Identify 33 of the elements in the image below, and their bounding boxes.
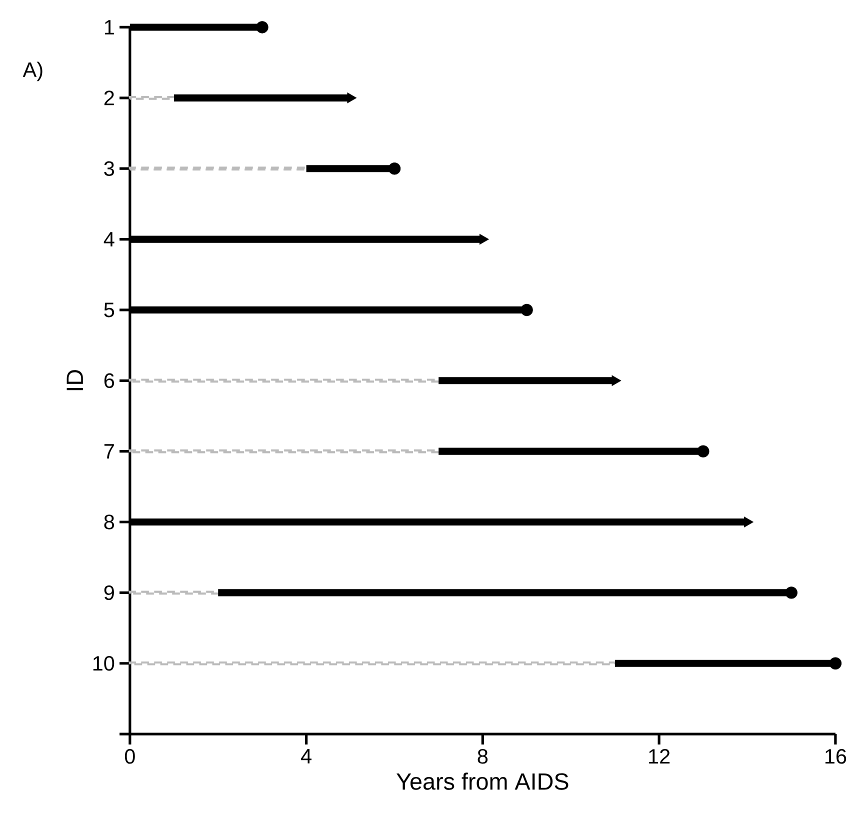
y-tick-label: 9 xyxy=(104,586,114,600)
bar xyxy=(128,591,220,595)
x-tick-label: 16 xyxy=(825,749,846,764)
y-tick-label: 2 xyxy=(104,90,114,106)
point xyxy=(520,304,533,316)
y-axis-title: ID xyxy=(66,370,83,390)
point xyxy=(480,234,489,245)
y-tick-label: 10 xyxy=(93,656,114,671)
bar xyxy=(128,450,440,454)
bar xyxy=(128,662,616,666)
x-tick-label: 4 xyxy=(300,749,312,764)
point xyxy=(697,445,710,458)
point xyxy=(785,586,798,600)
point xyxy=(744,516,754,528)
y-tick-label: 4 xyxy=(104,232,114,247)
y-tick-label: 5 xyxy=(104,302,114,318)
point xyxy=(256,21,268,34)
y-tick-label: 7 xyxy=(104,444,114,459)
x-tick-label: 8 xyxy=(478,749,488,764)
point xyxy=(347,92,357,104)
bar xyxy=(128,378,440,383)
point xyxy=(612,376,622,386)
y-tick-label: 8 xyxy=(104,514,114,530)
y-tick-label: 6 xyxy=(104,374,114,388)
bar xyxy=(128,96,176,100)
x-axis-title: Years from AIDS xyxy=(396,772,568,790)
x-tick-label: 0 xyxy=(124,749,135,764)
point xyxy=(829,658,842,670)
point xyxy=(388,162,401,175)
y-tick-label: 1 xyxy=(104,20,114,35)
text: A) xyxy=(22,62,42,82)
x-tick-label: 12 xyxy=(649,749,670,764)
y-tick-label: 3 xyxy=(104,162,114,176)
